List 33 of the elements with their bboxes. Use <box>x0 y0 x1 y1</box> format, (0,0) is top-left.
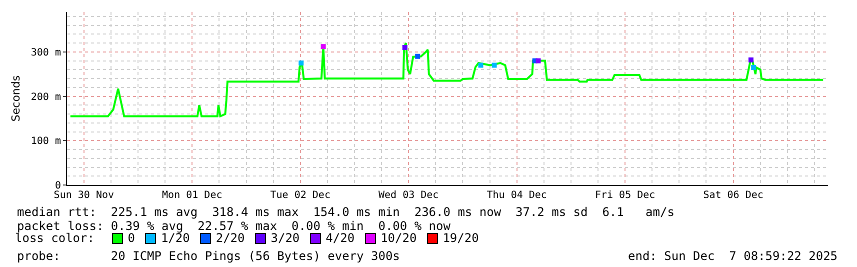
legend-label: 4/20 <box>326 231 355 245</box>
point <box>415 54 420 59</box>
x-tick-label: Thu 04 Dec <box>486 190 547 201</box>
x-tick-label: Tue 02 Dec <box>270 190 330 201</box>
x-tick-label: Fri 05 Dec <box>594 190 656 201</box>
legend-label: 3/20 <box>270 231 300 245</box>
text: probe: 20 ICMP Echo Pings (56 Bytes) every 300s <box>17 249 400 263</box>
legend-label: 0 <box>128 231 135 245</box>
x-tick-label: Mon 01 Dec <box>162 190 222 201</box>
text: end: Sun Dec 7 08:59:22 2025 <box>628 249 838 263</box>
y-tick-label: 0 <box>54 180 61 192</box>
point <box>320 44 326 50</box>
point <box>748 57 754 62</box>
point <box>536 58 541 64</box>
y-tick-label: 200 m <box>30 92 61 103</box>
x-tick-label: Wed 03 Dec <box>378 190 439 201</box>
point <box>478 62 484 68</box>
x-tick-label: Sat 06 Dec <box>703 190 764 201</box>
y-tick-label: 300 m <box>30 47 61 58</box>
line-series <box>69 42 824 118</box>
text: median rtt: 225.1 ms avg 318.4 ms max 154.0 ms min 236.0 ms now 37.2 ms sd 6.1 am/s <box>17 205 674 219</box>
legend-label: 10/20 <box>380 231 417 245</box>
point <box>298 60 304 66</box>
x-tick-label: Sun 30 Nov <box>54 190 114 201</box>
legend-label: 2/20 <box>216 231 245 245</box>
point <box>751 64 756 70</box>
y-tick-label: 100 m <box>30 136 61 148</box>
legend-label: 19/20 <box>442 231 479 245</box>
y-axis-title: Seconds <box>10 75 23 122</box>
point <box>492 62 497 68</box>
legend-title: loss color: <box>15 231 96 245</box>
text: packet loss: 0.39 % avg 22.57 % max 0.00 % min 0.00 % now <box>17 219 452 233</box>
point <box>402 44 408 50</box>
